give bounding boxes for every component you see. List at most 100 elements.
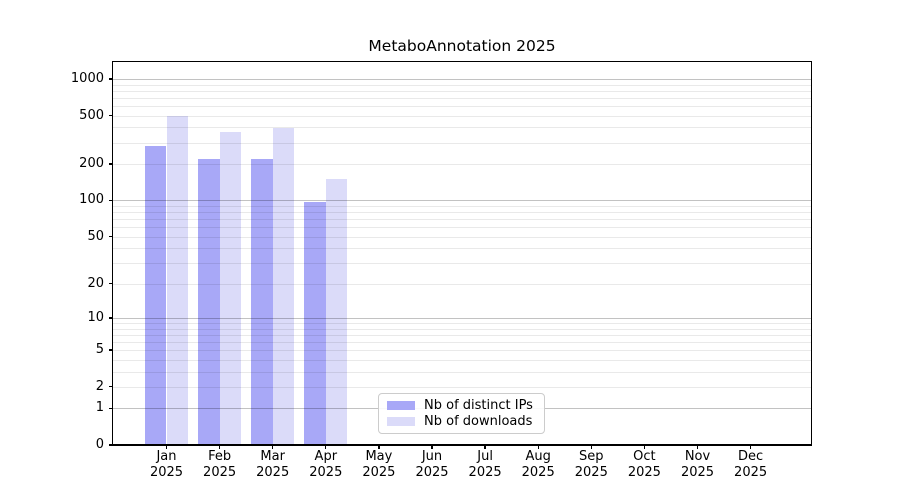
y-tick-label: 1000 xyxy=(70,70,104,86)
plot-area xyxy=(112,61,812,446)
y-tick-mark xyxy=(108,282,113,285)
x-tick-mark xyxy=(749,445,752,449)
y-tick-mark xyxy=(108,114,113,117)
x-tick-label: Apr 2025 xyxy=(294,449,358,480)
gridline-minor xyxy=(113,105,811,107)
y-tick-label: 5 xyxy=(95,342,104,358)
x-tick-label: Jan 2025 xyxy=(135,449,199,480)
bar-downloads-jan xyxy=(166,115,189,445)
y-tick-mark xyxy=(108,235,113,238)
x-tick-label: Feb 2025 xyxy=(188,449,252,480)
x-tick-mark xyxy=(431,445,433,449)
x-tick-month: Dec xyxy=(738,449,764,464)
bar-downloads-apr xyxy=(325,179,348,445)
gridline-minor xyxy=(113,227,811,229)
x-tick-year: 2025 xyxy=(734,464,768,480)
bar-distinct-ips-apr xyxy=(304,202,326,445)
x-tick-mark xyxy=(696,445,699,449)
gridline-minor xyxy=(113,97,811,99)
x-tick-month: Mar xyxy=(260,449,285,464)
x-tick-mark xyxy=(218,445,221,449)
legend-item-downloads: Nb of downloads xyxy=(387,414,536,430)
x-tick-month: Jan xyxy=(156,449,177,464)
x-tick-mark xyxy=(537,445,539,449)
gridline-minor xyxy=(113,350,811,352)
legend: Nb of distinct IPs Nb of downloads xyxy=(378,393,545,434)
gridline-minor xyxy=(113,248,811,250)
x-tick-label: Mar 2025 xyxy=(241,449,305,480)
y-tick-mark xyxy=(108,444,113,446)
chart-title: MetaboAnnotation 2025 xyxy=(368,37,556,55)
x-tick-mark xyxy=(165,445,168,449)
gridline-minor xyxy=(113,328,811,330)
bar-downloads-mar xyxy=(272,128,295,445)
y-tick-label: 200 xyxy=(79,156,104,171)
y-tick-label: 0 xyxy=(95,437,104,452)
x-tick-year: 2025 xyxy=(309,464,343,480)
gridline-minor xyxy=(113,371,811,373)
y-tick-label: 10 xyxy=(87,309,104,325)
gridline-minor xyxy=(113,90,811,92)
x-tick-month: May xyxy=(365,449,393,464)
bar-downloads-feb xyxy=(219,132,242,445)
x-tick-year: 2025 xyxy=(627,464,661,480)
y-tick-label: 20 xyxy=(87,275,104,291)
x-tick-label: Dec 2025 xyxy=(719,449,783,480)
x-tick-year: 2025 xyxy=(415,464,449,480)
y-tick-mark xyxy=(108,78,113,80)
gridline-minor xyxy=(113,263,811,265)
x-tick-year: 2025 xyxy=(362,464,396,480)
gridline-minor xyxy=(113,359,811,361)
x-tick-mark xyxy=(378,445,380,449)
y-tick-label: 1 xyxy=(95,400,104,416)
gridline-major xyxy=(113,78,811,80)
x-tick-mark xyxy=(272,445,274,449)
x-tick-label: Sep 2025 xyxy=(559,449,623,480)
x-tick-month: Sep xyxy=(579,449,604,464)
legend-item-distinct-ips: Nb of distinct IPs xyxy=(387,398,536,414)
x-tick-label: Nov 2025 xyxy=(666,449,730,480)
gridline-minor xyxy=(113,127,811,129)
legend-label-downloads: Nb of downloads xyxy=(424,413,533,429)
gridline-minor xyxy=(113,115,811,117)
y-tick-mark xyxy=(108,199,113,202)
x-tick-year: 2025 xyxy=(256,464,290,480)
x-tick-year: 2025 xyxy=(468,464,502,480)
y-tick-mark xyxy=(108,407,113,409)
x-tick-year: 2025 xyxy=(149,464,184,480)
gridline-minor xyxy=(113,283,811,285)
x-tick-month: Oct xyxy=(633,449,656,464)
bar-distinct-ips-jan xyxy=(144,146,167,445)
bar-distinct-ips-feb xyxy=(197,158,220,445)
y-tick-label: 500 xyxy=(79,107,104,123)
x-tick-year: 2025 xyxy=(203,464,237,480)
legend-label-distinct-ips: Nb of distinct IPs xyxy=(424,398,533,414)
x-tick-month: Jun xyxy=(421,449,443,464)
gridline-minor xyxy=(113,84,811,86)
x-tick-label: May 2025 xyxy=(347,449,411,480)
gridline-minor xyxy=(113,236,811,238)
x-tick-label: Jul 2025 xyxy=(453,449,517,480)
x-tick-year: 2025 xyxy=(521,464,555,480)
x-tick-month: Feb xyxy=(208,449,232,464)
gridline-minor xyxy=(113,205,811,207)
y-tick-label: 50 xyxy=(87,228,104,244)
x-tick-label: Jun 2025 xyxy=(400,449,464,480)
gridline-minor xyxy=(113,212,811,214)
x-tick-year: 2025 xyxy=(574,464,608,480)
x-tick-label: Oct 2025 xyxy=(612,449,676,480)
x-tick-mark xyxy=(590,445,592,449)
x-tick-month: Apr xyxy=(314,449,338,464)
x-tick-mark xyxy=(325,445,327,449)
y-tick-label: 100 xyxy=(79,192,104,208)
gridline-minor xyxy=(113,341,811,343)
legend-swatch-downloads xyxy=(387,416,415,426)
x-tick-month: Jul xyxy=(477,449,493,464)
y-tick-mark xyxy=(108,163,113,165)
y-tick-mark xyxy=(108,317,113,319)
x-tick-mark xyxy=(484,445,486,449)
gridline-minor xyxy=(113,142,811,144)
x-tick-month: Aug xyxy=(525,449,551,464)
gridline-minor xyxy=(113,334,811,336)
y-tick-label: 2 xyxy=(95,378,104,394)
